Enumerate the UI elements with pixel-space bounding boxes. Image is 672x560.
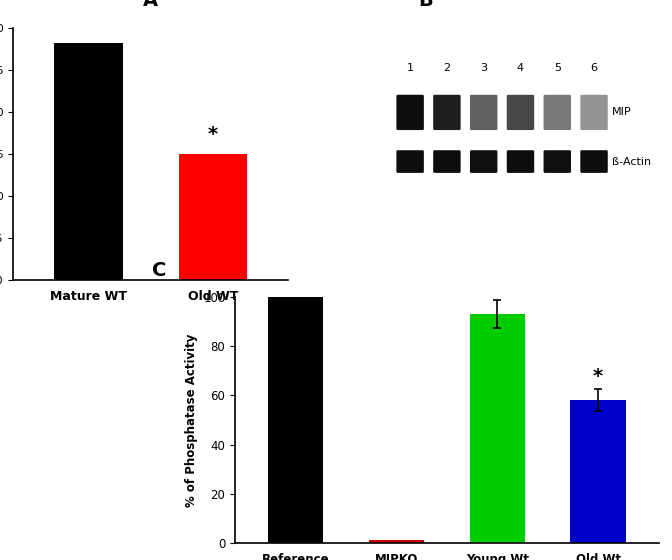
FancyBboxPatch shape [581, 150, 607, 173]
FancyBboxPatch shape [470, 95, 497, 130]
Bar [571, 400, 626, 543]
Bar [470, 314, 525, 543]
Text: *: * [208, 125, 218, 144]
Y-axis label: % of Phosphatase Activity: % of Phosphatase Activity [185, 333, 198, 507]
Text: MIP: MIP [612, 108, 632, 118]
FancyBboxPatch shape [433, 150, 460, 173]
FancyBboxPatch shape [396, 95, 424, 130]
Text: 6: 6 [591, 63, 597, 73]
FancyBboxPatch shape [470, 150, 497, 173]
Text: 3: 3 [480, 63, 487, 73]
Text: *: * [593, 366, 603, 385]
Text: 5: 5 [554, 63, 560, 73]
FancyBboxPatch shape [507, 150, 534, 173]
FancyBboxPatch shape [544, 95, 571, 130]
Text: A: A [143, 0, 159, 10]
FancyBboxPatch shape [433, 95, 460, 130]
Text: 2: 2 [444, 63, 450, 73]
Text: 4: 4 [517, 63, 524, 73]
Text: C: C [152, 260, 166, 279]
Bar [54, 43, 122, 364]
Text: B: B [418, 0, 433, 10]
FancyBboxPatch shape [544, 150, 571, 173]
FancyBboxPatch shape [581, 95, 607, 130]
Bar [268, 297, 323, 543]
FancyBboxPatch shape [396, 150, 424, 173]
Bar [179, 154, 247, 364]
Bar [369, 539, 424, 543]
Text: 1: 1 [407, 63, 414, 73]
Text: ß-Actin: ß-Actin [612, 157, 651, 166]
FancyBboxPatch shape [507, 95, 534, 130]
